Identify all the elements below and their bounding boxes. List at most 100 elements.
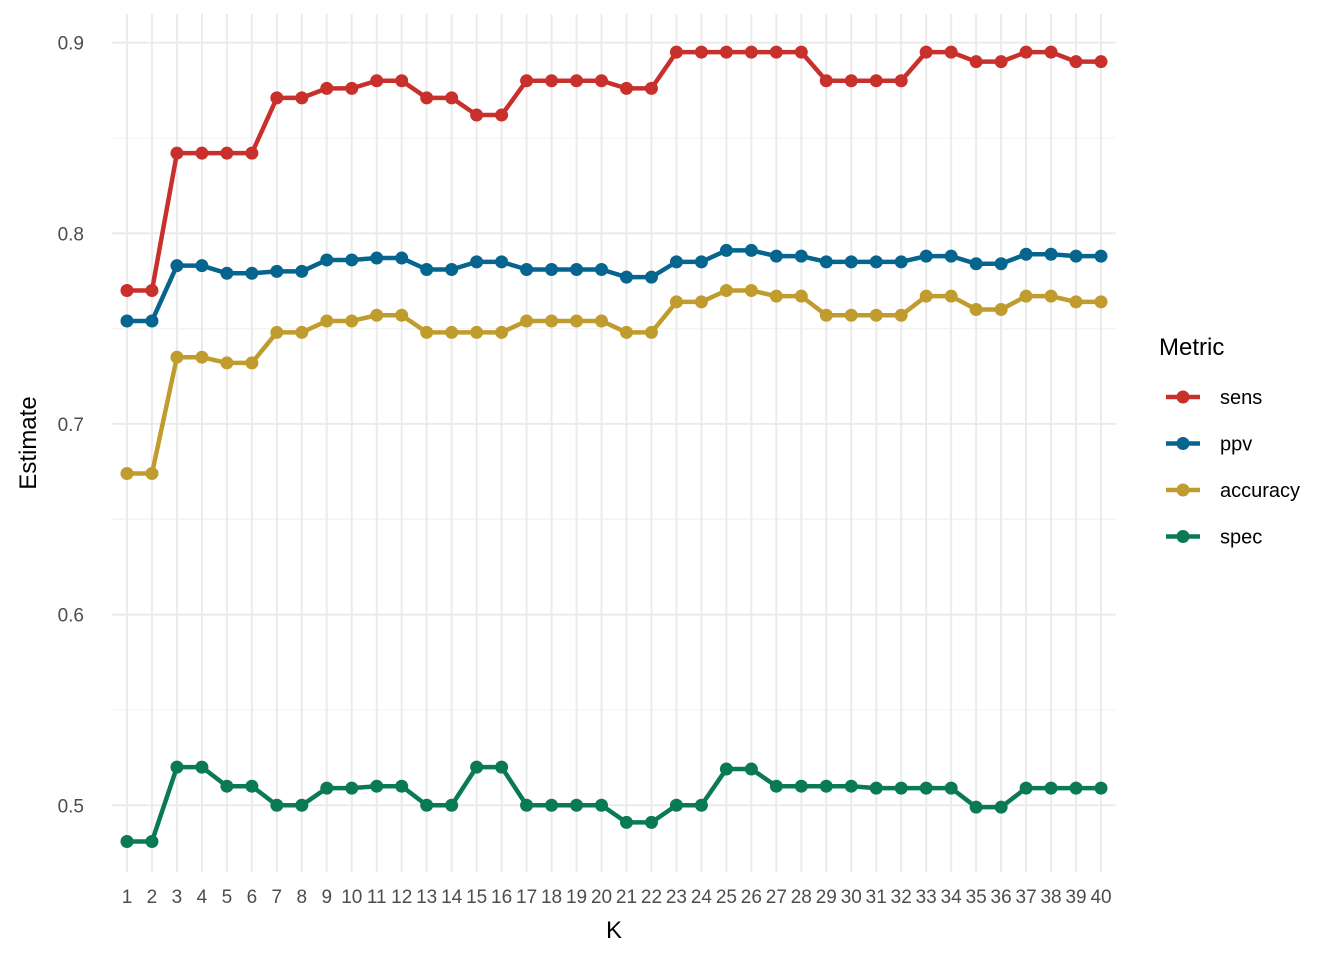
data-point-spec (819, 779, 833, 793)
data-point-spec (794, 779, 808, 793)
data-point-accuracy (1094, 295, 1108, 309)
data-point-spec (570, 798, 584, 812)
data-point-accuracy (445, 325, 459, 339)
data-point-accuracy (744, 283, 758, 297)
data-point-accuracy (969, 303, 983, 317)
data-point-ppv (320, 253, 334, 267)
data-point-accuracy (270, 325, 284, 339)
x-tick-label: 35 (966, 887, 987, 908)
data-point-sens (694, 45, 708, 59)
legend-key-point (1176, 437, 1190, 450)
data-point-ppv (994, 257, 1008, 271)
data-point-spec (245, 779, 259, 793)
data-point-spec (1019, 781, 1033, 795)
data-point-spec (844, 779, 858, 793)
data-point-sens (969, 55, 983, 69)
data-point-spec (320, 781, 334, 795)
data-point-spec (120, 834, 134, 848)
x-tick-label: 37 (1016, 887, 1037, 908)
data-point-spec (694, 798, 708, 812)
x-axis-tick-labels: 1 2 3 4 5 6 7 8 9 10 11 12 13 14 15 16 17 18 19 20 21 22 23 24 2… (122, 887, 1112, 908)
legend: Metric sens ppv accuracy spec (1159, 334, 1300, 549)
data-point-ppv (470, 255, 484, 269)
x-tick-label: 30 (841, 887, 862, 908)
legend-key-point (1176, 530, 1190, 543)
data-point-ppv (1094, 249, 1108, 263)
x-tick-label: 25 (716, 887, 737, 908)
x-tick-label: 6 (247, 887, 258, 908)
data-point-sens (445, 91, 459, 105)
data-point-accuracy (470, 325, 484, 339)
data-point-ppv (420, 262, 434, 276)
data-point-ppv (195, 259, 209, 273)
data-point-spec (919, 781, 933, 795)
data-point-spec (894, 781, 908, 795)
data-point-spec (944, 781, 958, 795)
y-tick-label: 0.9 (58, 34, 84, 55)
data-point-accuracy (420, 325, 434, 339)
x-tick-label: 16 (491, 887, 512, 908)
data-point-sens (120, 283, 134, 297)
x-tick-label: 13 (416, 887, 437, 908)
x-tick-label: 18 (541, 887, 562, 908)
data-point-sens (819, 74, 833, 88)
data-point-ppv (120, 314, 134, 328)
data-point-ppv (1044, 247, 1058, 261)
x-tick-label: 20 (591, 887, 612, 908)
data-point-spec (1044, 781, 1058, 795)
x-tick-label: 1 (122, 887, 133, 908)
data-point-sens (794, 45, 808, 59)
data-point-accuracy (370, 308, 384, 322)
data-point-spec (295, 798, 309, 812)
data-point-ppv (919, 249, 933, 263)
data-point-spec (1069, 781, 1083, 795)
data-point-accuracy (395, 308, 409, 322)
x-tick-label: 33 (916, 887, 937, 908)
data-point-accuracy (195, 350, 209, 364)
legend-key-point (1176, 390, 1190, 404)
y-tick-label: 0.5 (58, 796, 84, 817)
data-point-accuracy (345, 314, 359, 328)
data-point-accuracy (545, 314, 559, 328)
legend-item-spec: spec (1166, 527, 1262, 549)
data-point-spec (195, 760, 209, 774)
x-tick-label: 27 (766, 887, 787, 908)
x-tick-label: 22 (641, 887, 662, 908)
data-point-sens (1044, 45, 1058, 59)
x-tick-label: 8 (297, 887, 308, 908)
data-point-spec (744, 762, 758, 776)
x-tick-label: 26 (741, 887, 762, 908)
data-point-ppv (270, 264, 284, 278)
data-point-sens (170, 146, 184, 160)
x-tick-label: 11 (367, 887, 387, 908)
data-point-spec (869, 781, 883, 795)
legend-label: sens (1220, 387, 1262, 409)
data-point-sens (919, 45, 933, 59)
data-point-sens (545, 74, 559, 88)
x-tick-label: 24 (691, 887, 713, 908)
legend-item-accuracy: accuracy (1166, 480, 1300, 502)
data-point-sens (220, 146, 234, 160)
y-axis-tick-labels: 0.5 0.6 0.7 0.8 0.9 (58, 34, 84, 818)
data-point-accuracy (719, 283, 733, 297)
legend-label: accuracy (1220, 480, 1300, 502)
x-tick-label: 21 (616, 887, 637, 908)
data-point-sens (520, 74, 534, 88)
series-line-spec (124, 764, 1104, 844)
data-point-accuracy (769, 289, 783, 303)
data-point-spec (420, 798, 434, 812)
data-point-ppv (170, 259, 184, 273)
legend-item-sens: sens (1166, 387, 1262, 409)
data-point-sens (470, 108, 484, 122)
data-point-accuracy (994, 303, 1008, 317)
data-point-ppv (370, 251, 384, 265)
y-tick-label: 0.6 (58, 606, 84, 627)
data-point-sens (894, 74, 908, 88)
data-point-sens (869, 74, 883, 88)
series-line-ppv (124, 248, 1104, 324)
x-tick-label: 19 (566, 887, 587, 908)
y-tick-label: 0.7 (58, 415, 84, 436)
data-point-accuracy (669, 295, 683, 309)
data-point-sens (619, 81, 633, 95)
